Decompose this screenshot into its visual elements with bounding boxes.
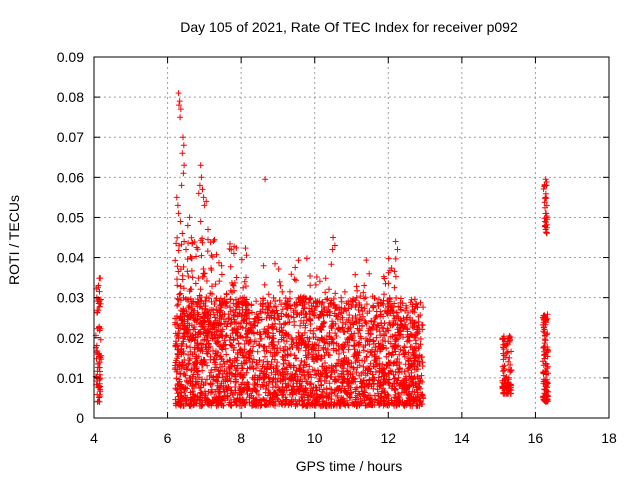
x-tick-label: 12 <box>380 430 396 446</box>
y-tick-label: 0.01 <box>57 370 84 386</box>
y-tick-label: 0.07 <box>57 129 84 145</box>
data-points <box>92 90 552 409</box>
tick-layer: 4 6 8 10 12 14 16 18 0 0.01 0.02 0.03 0.04 0.05 0.06 0.… <box>57 49 617 446</box>
x-tick-label: 4 <box>90 430 98 446</box>
plot-frame <box>93 56 610 419</box>
y-tick-label: 0.04 <box>57 250 84 266</box>
y-tick-label: 0.09 <box>57 49 84 65</box>
y-tick-label: 0.03 <box>57 290 84 306</box>
y-tick-label: 0.05 <box>57 209 84 225</box>
chart-title: Day 105 of 2021, Rate Of TEC Index for r… <box>180 19 518 35</box>
x-tick-label: 18 <box>601 430 617 446</box>
roti-point-markers <box>92 90 552 409</box>
x-tick-label: 14 <box>454 430 470 446</box>
x-tick-label: 16 <box>528 430 544 446</box>
x-tick-label: 10 <box>307 430 323 446</box>
y-tick-label: 0.02 <box>57 330 84 346</box>
y-axis-label: ROTI / TECUs <box>6 195 22 285</box>
x-axis-label: GPS time / hours <box>296 458 403 474</box>
x-tick-label: 8 <box>237 430 245 446</box>
y-tick-label: 0.06 <box>57 169 84 185</box>
y-tick-label: 0.08 <box>57 89 84 105</box>
x-tick-label: 6 <box>164 430 172 446</box>
y-tick-label: 0 <box>76 410 84 426</box>
